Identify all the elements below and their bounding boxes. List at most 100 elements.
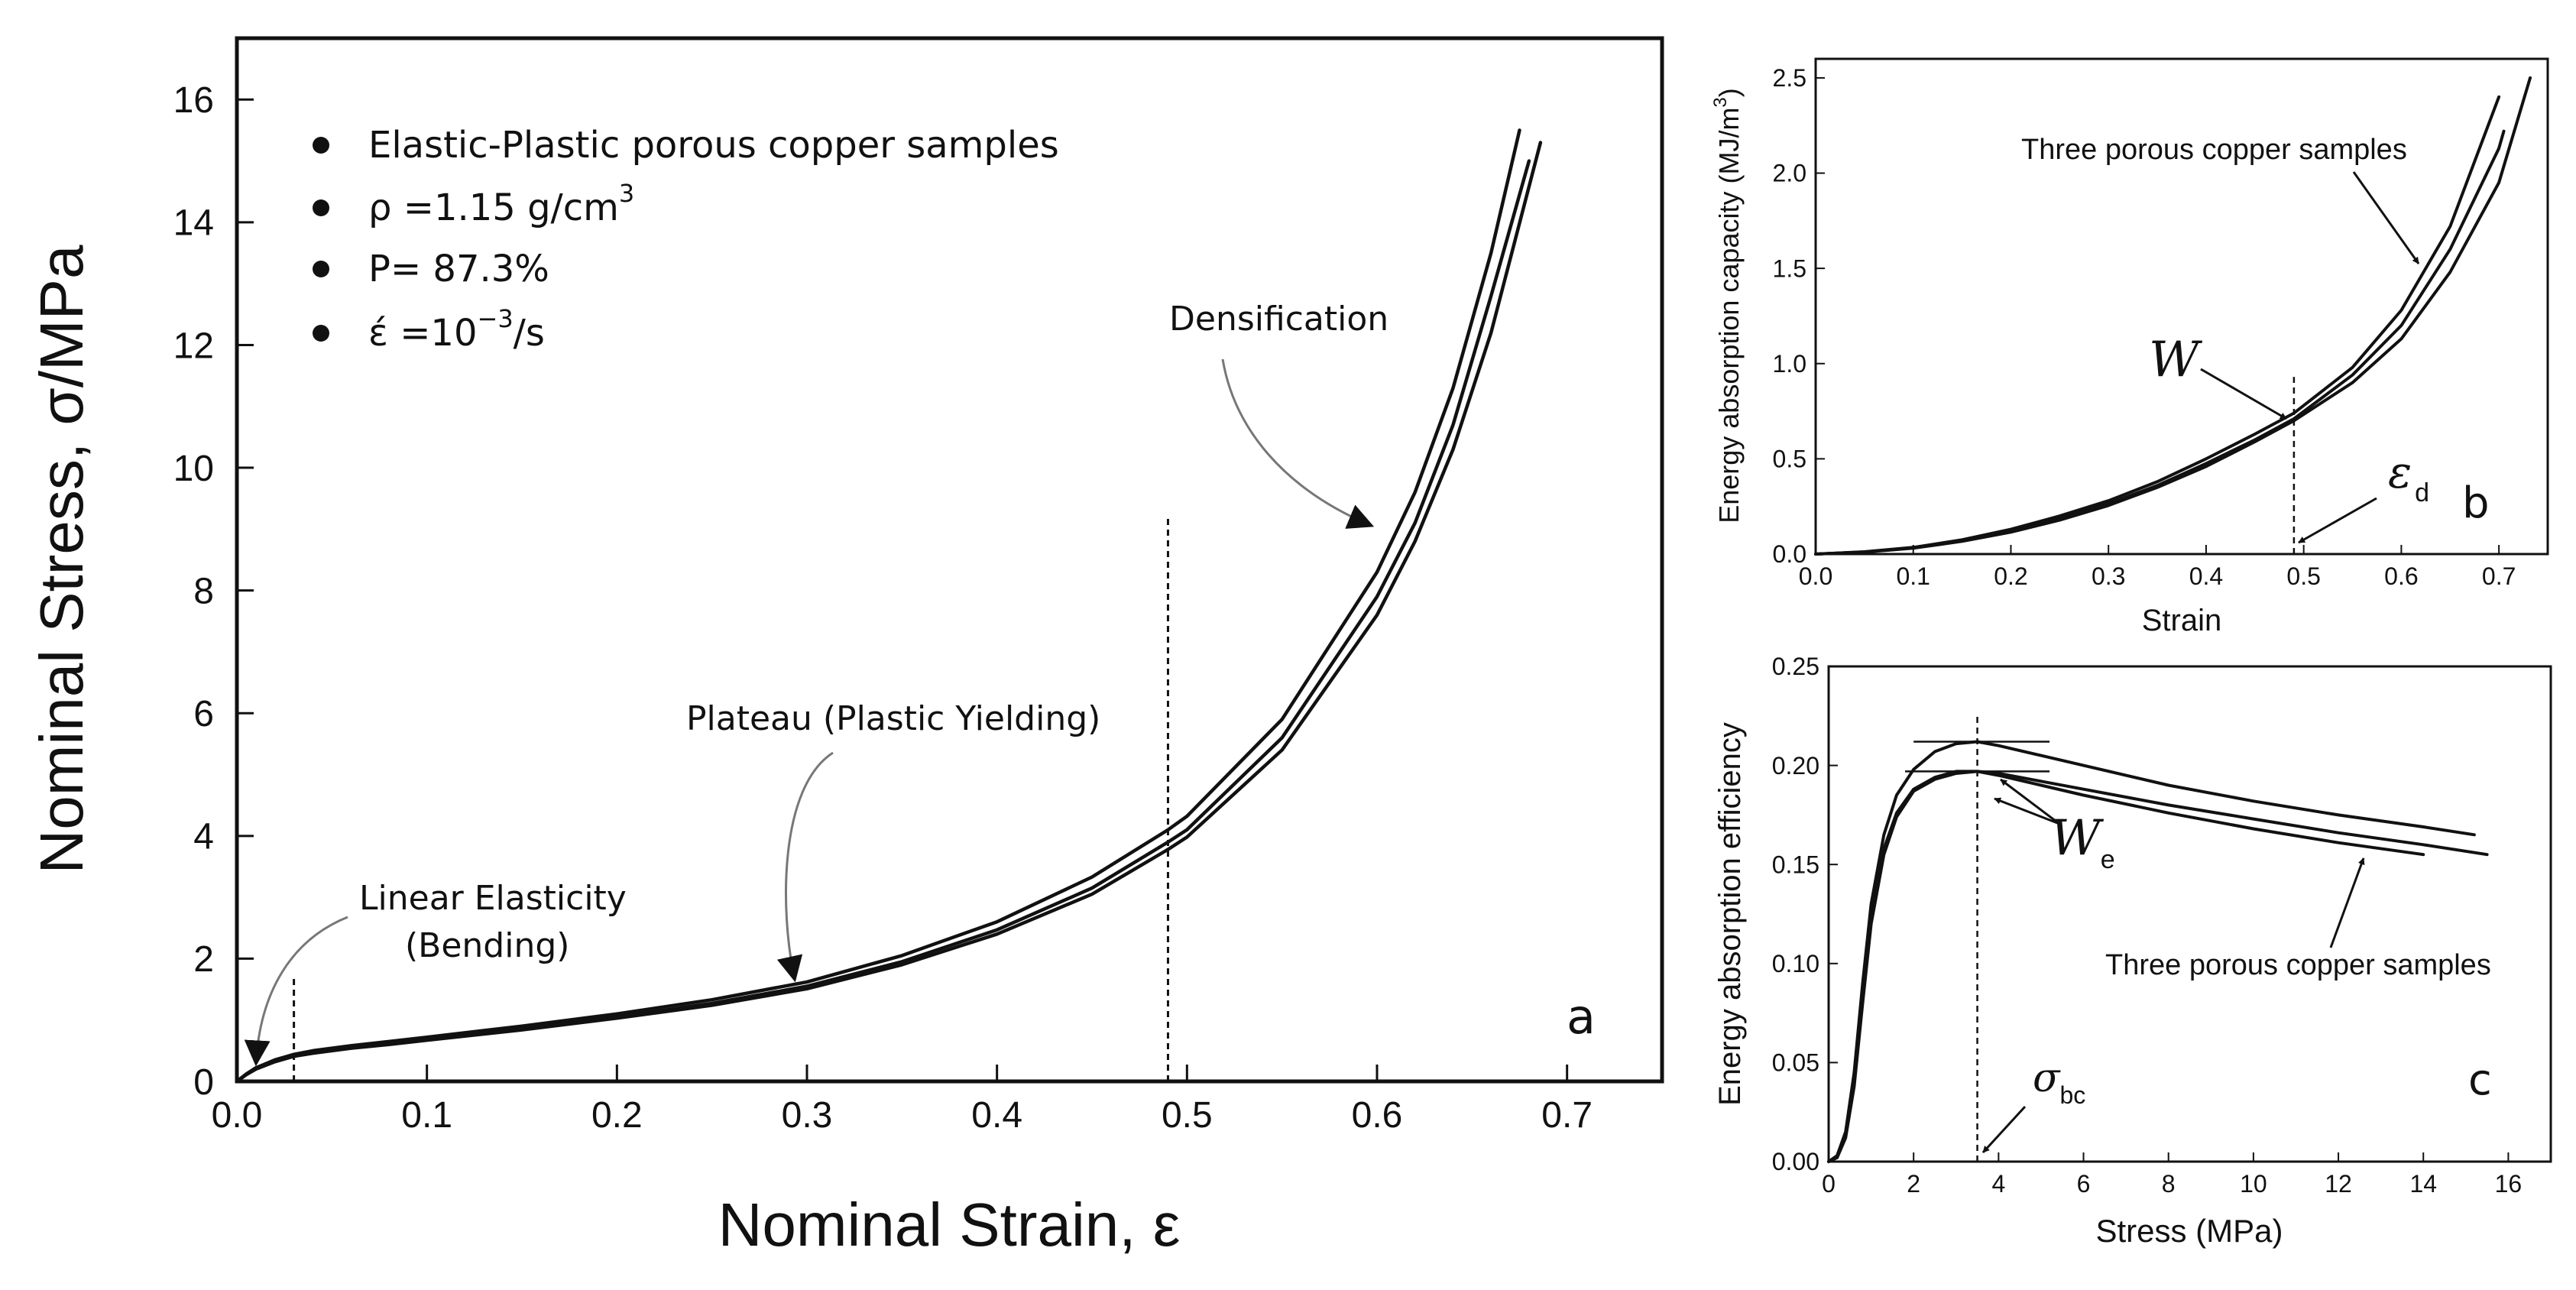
legend-bullet [313,199,329,216]
x-tick-label: 0.1 [1896,562,1930,590]
x-tick-label: 14 [2409,1170,2437,1198]
annotation-linear-elasticity: Linear Elasticity [359,879,627,918]
x-tick-label: 2 [1907,1170,1920,1198]
x-tick-label: 0.2 [591,1095,643,1136]
panel-a-legend: Elastic-Plastic porous copper samples ρ … [313,124,1059,355]
x-tick-label: 4 [1991,1170,2005,1198]
legend-bullet [313,325,329,342]
y-tick-label: 0.25 [1772,653,1819,680]
x-tick-label: 0.7 [1541,1095,1593,1136]
arrow-epsilon-d [2298,497,2377,544]
x-tick-label: 0.3 [2092,562,2125,590]
arrow-we-2 [1994,797,2060,825]
y-tick-label: 0.0 [1773,540,1806,568]
y-tick-label: 0.00 [1772,1148,1819,1175]
y-tick-label: 12 [173,326,214,366]
annotation-sigma-bc: σbc [2033,1055,2085,1109]
legend-bullet [313,261,329,277]
panel-b-y-axis-label: Energy absorption capacity (MJ/m3) [1710,88,1745,523]
arrow-w [2200,368,2287,420]
panel-c-energy-efficiency: 0 2 4 6 8 10 12 14 16 0.00 0.05 0.10 0.15 0.20 0.25 S… [1713,653,2552,1249]
x-tick-label: 6 [2077,1170,2091,1198]
y-tick-label: 16 [173,80,214,121]
panel-b-energy-capacity: 0.0 0.1 0.2 0.3 0.4 0.5 0.6 0.7 0.0 0.5 1.0 1.5 2.0… [1710,57,2549,637]
x-tick-label: 0.6 [2384,562,2418,590]
y-tick-label: 1.5 [1773,254,1806,282]
x-tick-label: 0.5 [1162,1095,1213,1136]
panel-a-x-axis-label: Nominal Strain, ε [718,1191,1181,1259]
series-line-3 [1814,76,2532,556]
x-tick-label: 0.1 [401,1095,452,1136]
panel-b-series [1814,76,2532,556]
annotation-we: We [2050,810,2115,874]
panel-a-frame [235,36,1664,1084]
panel-a-reference-lines [293,517,1169,1081]
series-line-3 [235,141,1543,1084]
x-tick-label: 0.4 [2189,562,2223,590]
arrow-plateau [776,751,834,983]
panel-b-y-ticks: 0.0 0.5 1.0 1.5 2.0 2.5 [1773,64,1825,568]
y-tick-label: 0 [193,1062,214,1103]
panel-c-series [1827,740,2489,1163]
panel-b-x-ticks: 0.0 0.1 0.2 0.3 0.4 0.5 0.6 0.7 [1799,545,2516,590]
panel-a-stress-strain: 0.0 0.1 0.2 0.3 0.4 0.5 0.6 0.7 0 2 4 6 8 10 12 14 16 N… [28,36,1664,1259]
y-tick-label: 4 [193,817,214,857]
arrow-linear-elasticity [244,916,348,1067]
panel-a-label: a [1567,989,1596,1045]
arrow-three-samples-b [2352,171,2420,264]
annotation-plateau: Plateau (Plastic Yielding) [686,699,1100,738]
y-tick-label: 0.10 [1772,950,1819,977]
annotation-three-samples-b: Three porous copper samples [2021,134,2407,166]
panel-c-x-ticks: 0 2 4 6 8 10 12 14 16 [1822,1152,2522,1198]
x-tick-label: 0.0 [212,1095,263,1136]
x-tick-label: 0.2 [1994,562,2027,590]
panel-a-series [235,128,1543,1084]
x-tick-label: 0.5 [2286,562,2320,590]
y-tick-label: 10 [173,449,214,489]
panel-b-label: b [2462,478,2490,528]
y-tick-label: 6 [193,694,214,734]
x-tick-label: 0 [1822,1170,1836,1198]
annotation-w: W [2149,332,2203,388]
panel-c-y-axis-label: Energy absorption efficiency [1713,722,1747,1106]
x-tick-label: 0.7 [2482,562,2516,590]
arrow-three-samples-c [2329,857,2365,948]
panel-c-y-ticks: 0.00 0.05 0.10 0.15 0.20 0.25 [1772,653,1838,1175]
annotation-densification: Densification [1169,300,1388,339]
annotation-bending: (Bending) [405,926,569,965]
y-tick-label: 2.5 [1773,64,1806,92]
legend-item-material: Elastic-Plastic porous copper samples [368,124,1059,167]
y-tick-label: 0.20 [1772,752,1819,780]
panel-a-y-axis-label: Nominal Stress, σ/MPa [28,245,96,874]
x-tick-label: 0.6 [1352,1095,1403,1136]
panel-b-frame [1814,57,2549,556]
arrow-sigma-bc [1981,1105,2027,1154]
legend-item-density: ρ =1.15 g/cm3 [368,179,634,229]
legend-item-strain-rate: έ =10−3/s [368,304,545,355]
y-tick-label: 2.0 [1773,160,1806,187]
y-tick-label: 0.5 [1773,446,1806,473]
panel-c-x-axis-label: Stress (MPa) [2095,1213,2283,1249]
panel-a-x-ticks: 0.0 0.1 0.2 0.3 0.4 0.5 0.6 0.7 [212,1065,1593,1136]
arrow-densification [1221,358,1375,529]
x-tick-label: 8 [2162,1170,2176,1198]
annotation-three-samples-c: Three porous copper samples [2105,949,2491,981]
arrow-we-1 [2000,778,2060,825]
series-line-3 [1827,770,2489,1163]
panel-a-y-ticks: 0 2 4 6 8 10 12 14 16 [173,80,254,1103]
y-tick-label: 8 [193,571,214,611]
y-tick-label: 2 [193,939,214,980]
x-tick-label: 16 [2495,1170,2523,1198]
x-tick-label: 10 [2240,1170,2267,1198]
legend-item-porosity: P= 87.3% [368,248,549,290]
x-tick-label: 0.3 [782,1095,833,1136]
x-tick-label: 0.0 [1799,562,1832,590]
x-tick-label: 0.4 [971,1095,1022,1136]
y-tick-label: 0.15 [1772,851,1819,878]
y-tick-label: 1.0 [1773,350,1806,378]
panel-b-x-axis-label: Strain [2142,604,2222,637]
y-tick-label: 14 [173,203,214,244]
y-tick-label: 0.05 [1772,1049,1819,1077]
